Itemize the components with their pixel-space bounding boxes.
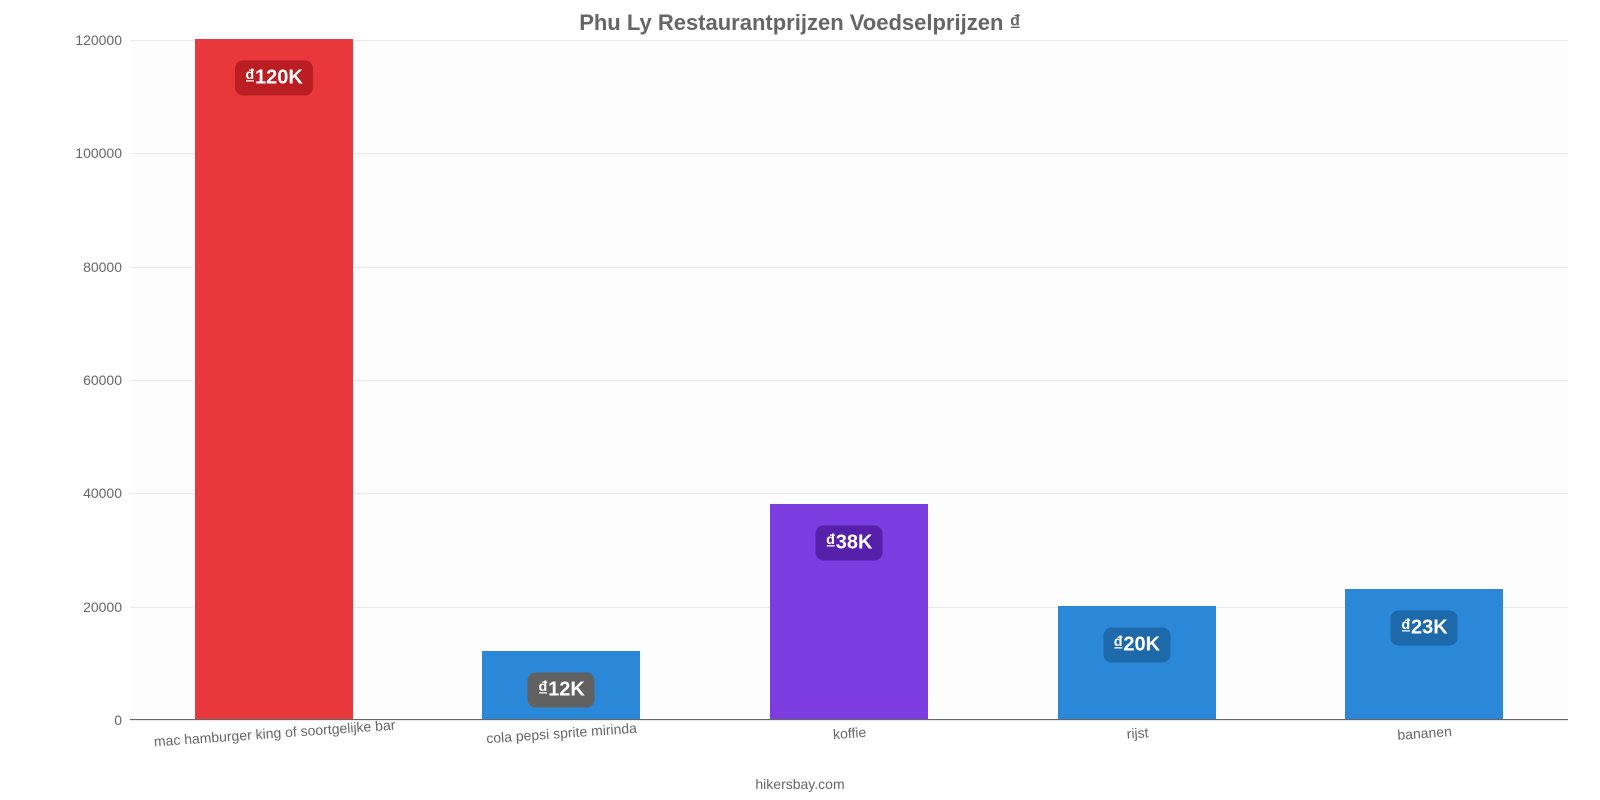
bar — [195, 39, 353, 719]
chart-container: Phu Ly Restaurantprijzen Voedselprijzen … — [0, 0, 1600, 800]
bar — [1058, 606, 1216, 719]
x-tick-label: koffie — [832, 724, 866, 742]
x-tick-label: rijst — [1126, 724, 1149, 741]
bar — [1345, 589, 1503, 719]
chart-title: Phu Ly Restaurantprijzen Voedselprijzen … — [0, 10, 1600, 36]
y-tick-label: 20000 — [83, 599, 122, 615]
value-badge: ₫120K — [235, 61, 313, 96]
y-tick-label: 40000 — [83, 485, 122, 501]
value-badge: ₫38K — [816, 525, 883, 560]
value-badge: ₫12K — [528, 673, 595, 708]
x-tick-label: mac hamburger king of soortgelijke bar — [153, 717, 396, 750]
plot-area: 020000400006000080000100000120000mac ham… — [130, 40, 1568, 720]
y-tick-label: 100000 — [75, 145, 122, 161]
y-tick-label: 120000 — [75, 32, 122, 48]
x-tick-label: cola pepsi sprite mirinda — [486, 720, 638, 746]
y-tick-label: 60000 — [83, 372, 122, 388]
y-tick-label: 0 — [114, 712, 122, 728]
value-badge: ₫20K — [1103, 627, 1170, 662]
value-badge: ₫23K — [1391, 610, 1458, 645]
y-tick-label: 80000 — [83, 259, 122, 275]
x-tick-label: bananen — [1397, 723, 1452, 743]
attribution: hikersbay.com — [0, 776, 1600, 792]
